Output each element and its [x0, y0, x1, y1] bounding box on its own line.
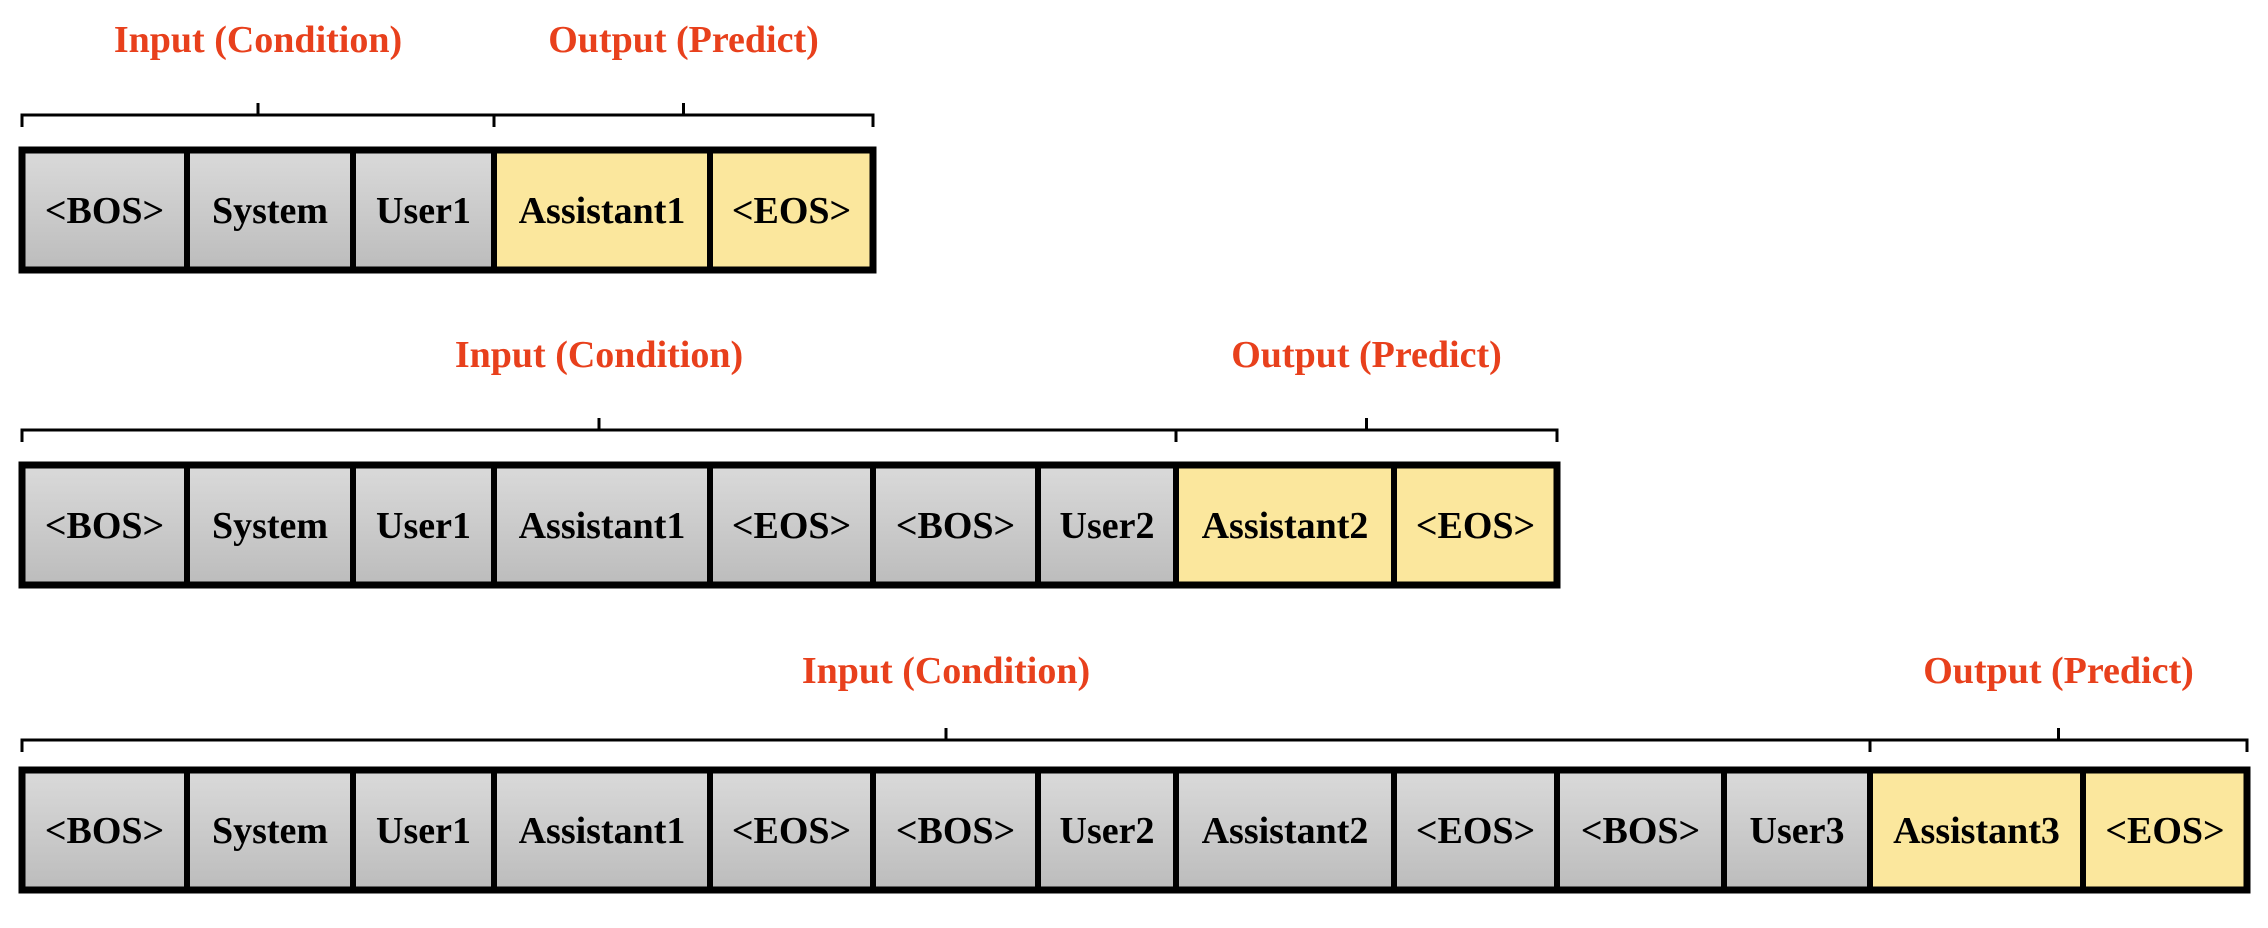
token-label: User2 — [1060, 810, 1155, 852]
token-label: User2 — [1060, 505, 1155, 547]
token-box — [870, 462, 1041, 588]
token-box — [350, 462, 497, 588]
token-cell-input: User3 — [1721, 767, 1873, 893]
token-row-3: <BOS> System User1 Assistant1 <EOS> <BOS> User… — [18, 650, 2251, 894]
token-label: <BOS> — [1581, 810, 1700, 852]
output-brace — [1174, 418, 1559, 442]
token-label: <BOS> — [45, 505, 164, 547]
token-label: <BOS> — [45, 810, 164, 852]
token-cell-input: Assistant1 — [491, 462, 713, 588]
token-cell-output: <EOS> — [707, 147, 876, 273]
token-label: System — [212, 505, 328, 547]
token-box — [184, 462, 356, 588]
token-box — [491, 767, 713, 893]
token-cell-input: <BOS> — [1554, 767, 1727, 893]
output-brace — [1868, 728, 2249, 752]
token-cell-input: System — [184, 462, 356, 588]
token-label: Assistant1 — [519, 190, 686, 232]
token-box — [1035, 462, 1179, 588]
token-label: <EOS> — [1416, 810, 1535, 852]
token-label: System — [212, 810, 328, 852]
token-label: Assistant2 — [1202, 505, 1369, 547]
token-cell-input: User1 — [350, 462, 497, 588]
row-frame — [18, 461, 1561, 589]
token-cell-input: <BOS> — [19, 462, 190, 588]
input-brace — [20, 418, 1178, 442]
token-box — [19, 767, 190, 893]
token-cell-input: User1 — [350, 147, 497, 273]
token-cell-input: <BOS> — [19, 147, 190, 273]
input-brace — [20, 728, 1872, 752]
token-label: Assistant1 — [519, 810, 686, 852]
token-cell-input: Assistant1 — [491, 767, 713, 893]
token-cell-input: <BOS> — [19, 767, 190, 893]
row-frame — [18, 146, 877, 274]
token-label: User1 — [376, 505, 471, 547]
token-label: Assistant2 — [1202, 810, 1369, 852]
token-cell-input: <EOS> — [707, 767, 876, 893]
token-cell-input: System — [184, 147, 356, 273]
output-predict-label: Output (Predict) — [1923, 650, 2194, 692]
token-cell-output: Assistant2 — [1173, 462, 1397, 588]
token-label: System — [212, 190, 328, 232]
token-label: <BOS> — [45, 190, 164, 232]
token-cell-input: System — [184, 767, 356, 893]
token-label: <BOS> — [896, 505, 1015, 547]
token-box — [1554, 767, 1727, 893]
token-cell-input: <BOS> — [870, 462, 1041, 588]
token-cell-input: User2 — [1035, 462, 1179, 588]
token-cell-input: Assistant2 — [1173, 767, 1397, 893]
token-label: User1 — [376, 190, 471, 232]
token-cell-input: <EOS> — [1391, 767, 1560, 893]
input-condition-label: Input (Condition) — [455, 334, 743, 376]
token-label: <BOS> — [896, 810, 1015, 852]
output-brace — [492, 103, 875, 127]
rows-layer: <BOS> System User1 Assistant1 <EOS> Input (Co… — [18, 19, 2251, 894]
token-label: <EOS> — [732, 505, 851, 547]
token-cell-output: Assistant1 — [491, 147, 713, 273]
token-cell-input: User2 — [1035, 767, 1179, 893]
token-box — [350, 767, 497, 893]
token-label: <EOS> — [1416, 505, 1535, 547]
token-cell-input: User1 — [350, 767, 497, 893]
token-cell-output: Assistant3 — [1867, 767, 2086, 893]
token-label: <EOS> — [2105, 810, 2224, 852]
input-condition-label: Input (Condition) — [802, 650, 1090, 692]
output-predict-label: Output (Predict) — [1231, 334, 1502, 376]
input-brace — [20, 103, 496, 127]
token-cell-input: <EOS> — [707, 462, 876, 588]
token-label: Assistant1 — [519, 505, 686, 547]
token-row-1: <BOS> System User1 Assistant1 <EOS> Input (Co… — [18, 19, 877, 274]
token-label: Assistant3 — [1893, 810, 2060, 852]
token-box — [491, 462, 713, 588]
output-predict-label: Output (Predict) — [548, 19, 819, 61]
row-frame — [18, 766, 2251, 894]
token-label: <EOS> — [732, 810, 851, 852]
token-label: <EOS> — [732, 190, 851, 232]
token-label: User3 — [1750, 810, 1845, 852]
token-cell-input: <BOS> — [870, 767, 1041, 893]
token-row-2: <BOS> System User1 Assistant1 <EOS> <BOS> User… — [18, 334, 1561, 589]
token-cell-output: <EOS> — [2080, 767, 2250, 893]
input-condition-label: Input (Condition) — [114, 19, 402, 61]
token-cell-output: <EOS> — [1391, 462, 1560, 588]
token-label: User1 — [376, 810, 471, 852]
